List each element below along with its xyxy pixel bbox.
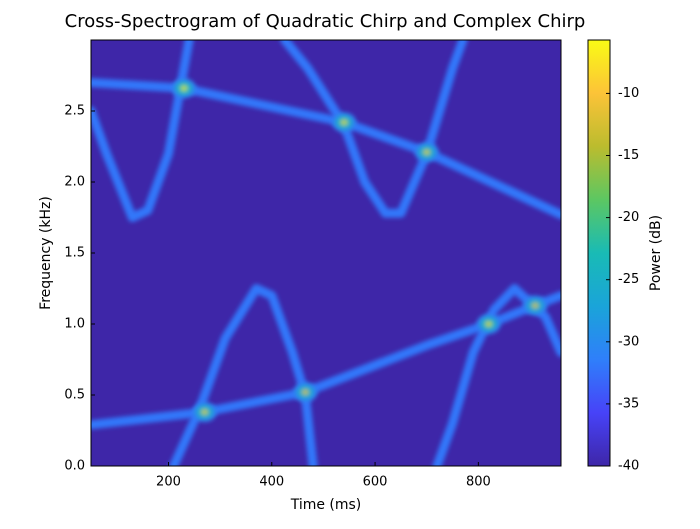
y-tick-label: 0.0: [64, 459, 85, 474]
colorbar-tick-label: -30: [618, 334, 639, 349]
peak: [332, 112, 357, 133]
x-tick-label: 600: [363, 475, 388, 490]
axes: 200 400 600 800 0.0 0.5 1.0 1.5 2.0 2.5 -40 -35 -30 -…: [64, 39, 639, 490]
ridge-line: [91, 40, 468, 222]
colorbar-tick-label: -15: [618, 148, 639, 163]
peak: [171, 78, 196, 99]
peak: [414, 142, 439, 163]
peak: [293, 382, 318, 403]
x-tick-label: 400: [259, 475, 284, 490]
y-tick-label: 1.0: [64, 317, 85, 332]
y-tick-label: 0.5: [64, 388, 85, 403]
peak: [192, 402, 217, 423]
peak: [476, 314, 501, 334]
plot-area: [91, 40, 561, 466]
colorbar-tick-label: -10: [618, 86, 639, 101]
x-axis-label: Time (ms): [290, 497, 362, 513]
y-axis-label: Frequency (kHz): [38, 196, 54, 310]
ridge: [91, 40, 468, 222]
peak: [523, 295, 548, 316]
y-tick-label: 1.5: [64, 246, 85, 261]
x-tick-label: 800: [466, 475, 491, 490]
colorbar-tick-label: -25: [618, 272, 639, 287]
x-tick-label: 200: [156, 475, 181, 490]
colorbar-label: Power (dB): [648, 215, 664, 291]
colorbar: [587, 39, 611, 467]
y-tick-label: 2.5: [64, 104, 85, 119]
colorbar-tick-label: -35: [618, 396, 639, 411]
chart-title: Cross-Spectrogram of Quadratic Chirp and…: [65, 11, 586, 32]
colorbar-tick-label: -20: [618, 210, 639, 225]
colorbar-tick-label: -40: [618, 459, 639, 474]
y-tick-label: 2.0: [64, 175, 85, 190]
background: [91, 40, 561, 466]
